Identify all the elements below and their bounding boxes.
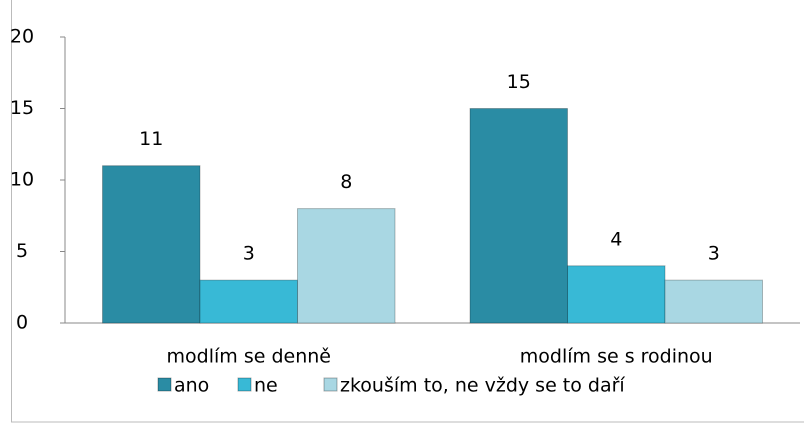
legend-label: ne [254,375,278,397]
data-label: 3 [708,243,720,265]
data-label: 11 [139,128,163,150]
y-tick-label: 20 [10,26,34,48]
x-tick-label: modlím se s rodinou [520,346,713,368]
legend-label: ano [174,375,209,397]
bar [298,209,396,323]
legend-swatch [238,378,251,391]
y-tick-label: 10 [10,169,34,191]
legend-swatch [324,378,337,391]
bar [470,109,568,324]
data-label: 15 [507,71,531,93]
y-tick-label: 5 [16,240,28,262]
legend-label: zkouším to, ne vždy se to daří [340,375,625,397]
legend-swatch [158,378,171,391]
y-tick-label: 15 [10,97,34,119]
data-label: 8 [340,171,352,193]
bar [665,280,763,323]
bar [200,280,298,323]
bar [103,166,201,323]
bar [568,266,666,323]
x-tick-label: modlím se denně [167,346,331,368]
data-label: 4 [610,228,622,250]
y-tick-label: 0 [16,312,28,334]
data-label: 3 [243,243,255,265]
